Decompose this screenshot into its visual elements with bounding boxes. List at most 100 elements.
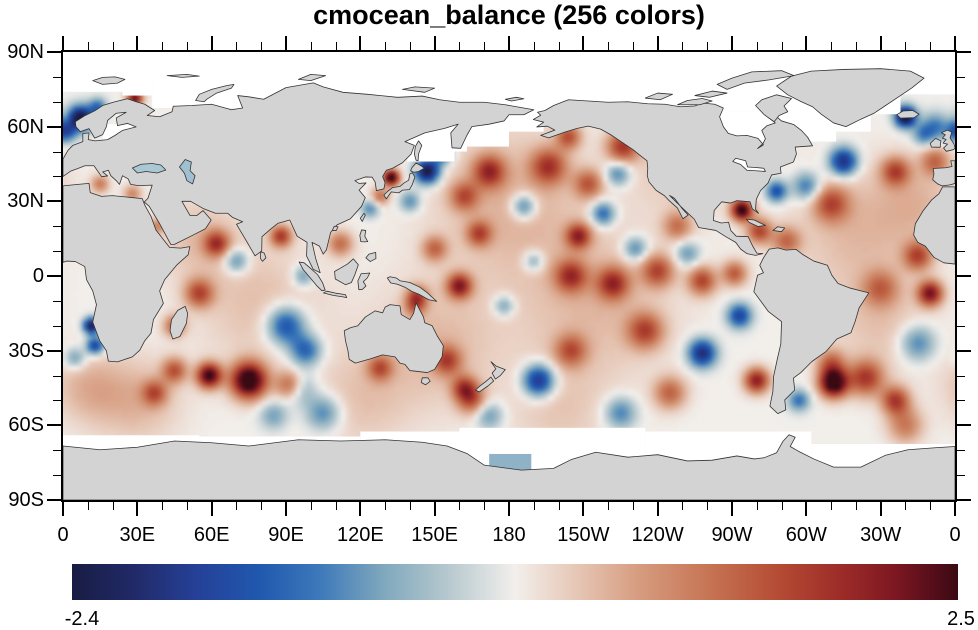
y-tick-label: 30S (8, 339, 44, 362)
x-tick (112, 42, 114, 50)
landmass-franz_josef (166, 74, 200, 78)
y-tick-label: 90S (8, 489, 44, 511)
y-tick (957, 275, 971, 277)
x-tick (558, 502, 560, 510)
y-tick-label: 60N (7, 115, 44, 138)
x-tick-label: 120W (631, 524, 684, 546)
x-tick (161, 42, 163, 50)
x-tick-label: 150W (557, 524, 610, 546)
y-tick (957, 200, 971, 202)
y-tick (53, 449, 61, 451)
x-tick (384, 42, 386, 50)
landmass-iberia_france_right (932, 160, 955, 187)
y-tick (53, 101, 61, 103)
ice-shelf-patch (489, 453, 532, 471)
landmass-madagascar (169, 305, 189, 340)
landmass-eurasia (63, 82, 535, 274)
x-tick (483, 502, 485, 510)
landmass-severnaya_zemlya (297, 74, 327, 82)
landmass-java (323, 290, 348, 299)
map-plot-area (63, 52, 955, 500)
x-tick (657, 36, 659, 50)
y-tick (53, 175, 61, 177)
landmass-africa_right (913, 186, 955, 265)
x-tick-label: 150E (411, 524, 459, 546)
y-tick (957, 126, 971, 128)
y-tick (47, 350, 61, 352)
landmass-hokkaido (410, 162, 425, 173)
x-tick (607, 42, 609, 50)
x-tick (136, 36, 138, 50)
x-tick (458, 502, 460, 510)
x-tick (458, 42, 460, 50)
x-tick (136, 502, 138, 516)
x-tick (335, 42, 337, 50)
x-tick (211, 502, 213, 516)
x-tick (954, 36, 956, 50)
y-tick (47, 499, 61, 501)
x-tick (483, 42, 485, 50)
landmass-nz_south (475, 376, 495, 393)
x-tick (335, 502, 337, 510)
x-tick (508, 502, 510, 516)
y-tick (53, 474, 61, 476)
landmass-banks_island (644, 92, 673, 101)
y-tick (47, 200, 61, 202)
y-tick (957, 399, 965, 401)
sea-caspian_sea (179, 159, 196, 185)
landmass-africa_left (63, 183, 191, 363)
landmass-svalbard (92, 76, 126, 85)
x-tick (409, 502, 411, 510)
x-tick (632, 42, 634, 50)
landmass-borneo (334, 258, 359, 286)
y-tick-label: 0 (32, 265, 44, 287)
landmass-new_guinea (386, 276, 438, 302)
x-tick-label: 60W (785, 524, 827, 546)
colorbar-max-label: 2.5 (947, 608, 975, 630)
x-tick (533, 502, 535, 510)
y-tick (957, 350, 971, 352)
x-tick-label: 90W (711, 524, 753, 546)
y-tick (957, 474, 965, 476)
landmass-ireland (929, 137, 942, 148)
x-tick (260, 502, 262, 510)
y-tick (53, 76, 61, 78)
landmass-mindanao (365, 251, 377, 262)
x-tick (310, 502, 312, 510)
x-tick (929, 42, 931, 50)
x-tick (731, 502, 733, 516)
y-tick (47, 51, 61, 53)
x-tick (260, 42, 262, 50)
landmass-hainan (331, 225, 339, 231)
y-tick (47, 424, 61, 426)
x-tick (756, 42, 758, 50)
x-tick (533, 42, 535, 50)
missing-data-patch (504, 111, 544, 132)
x-tick (929, 502, 931, 510)
x-tick (359, 502, 361, 516)
landmass-sri_lanka (260, 251, 267, 262)
y-tick (957, 449, 965, 451)
y-tick-label: 60S (8, 414, 44, 437)
x-tick (830, 502, 832, 510)
x-tick-label: 0 (949, 524, 961, 546)
x-tick (434, 36, 436, 50)
x-tick (657, 502, 659, 516)
chart-title: cmocean_balance (256 colors) (313, 0, 705, 30)
landmass-melville (694, 90, 728, 98)
y-tick (53, 325, 61, 327)
x-tick (285, 36, 287, 50)
x-tick (235, 42, 237, 50)
x-tick (235, 502, 237, 510)
x-tick (508, 36, 510, 50)
landmass-luzon (359, 229, 369, 243)
x-tick-label: 60E (193, 524, 230, 546)
x-tick (805, 502, 807, 516)
x-tick (607, 502, 609, 510)
landmass-cuba (745, 218, 766, 227)
x-tick (706, 502, 708, 510)
x-tick (582, 502, 584, 516)
y-tick-label: 90N (7, 41, 44, 63)
x-tick (211, 36, 213, 50)
